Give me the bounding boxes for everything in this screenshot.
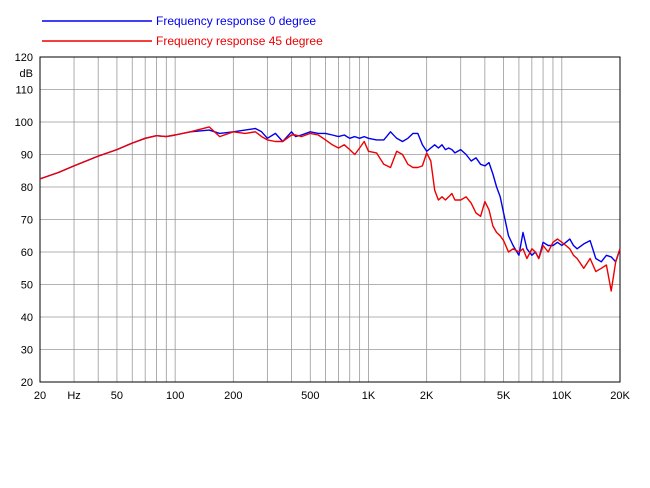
y-axis-unit-label: dB [20,68,33,80]
y-tick-label: 40 [21,312,33,324]
x-tick-label: 500 [301,390,319,402]
y-tick-label: 60 [21,247,33,259]
series-line-45-degree [39,126,621,292]
y-tick-label: 30 [21,345,33,357]
x-tick-label: 20K [610,390,630,402]
y-tick-label: 50 [21,280,33,292]
plot-frame [39,56,621,383]
x-tick-label: 2K [420,390,434,402]
x-tick-label: 100 [166,390,184,402]
y-tick-label: 120 [15,52,33,64]
x-axis-ticks: 20 Hz 50 100 200 500 1K 2K 5K 10K 20K [34,390,631,402]
y-tick-label: 20 [21,377,33,389]
y-tick-label: 110 [15,85,33,97]
x-tick-label: 10K [552,390,572,402]
legend-label-45-degree: Frequency response 45 degree [156,34,323,48]
x-tick-label: 20 [34,390,46,402]
y-axis-ticks: 20 30 40 50 60 70 80 90 100 110 120 [15,52,33,389]
chart-legend: Frequency response 0 degree Frequency re… [42,14,323,48]
legend-label-0-degree: Frequency response 0 degree [156,14,316,28]
y-tick-label: 80 [21,182,33,194]
chart-series [39,126,621,292]
x-tick-label: 5K [497,390,511,402]
x-tick-label: 1K [362,390,376,402]
series-line-0-degree [39,127,621,263]
chart-grid [39,56,621,383]
y-tick-label: 90 [21,150,33,162]
y-tick-label: 100 [15,117,33,129]
x-tick-label: Hz [67,390,80,402]
x-tick-label: 200 [224,390,242,402]
y-tick-label: 70 [21,215,33,227]
x-tick-label: 50 [111,390,123,402]
